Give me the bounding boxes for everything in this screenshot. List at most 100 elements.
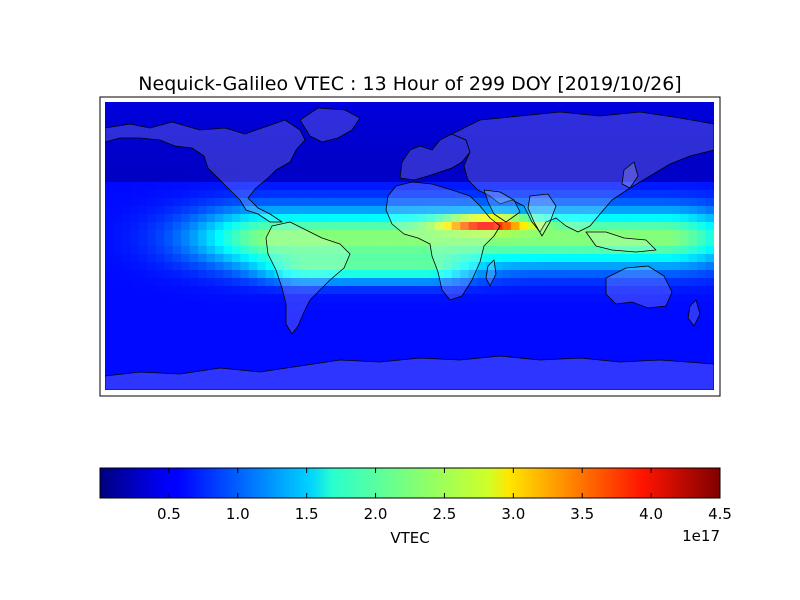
heat-cell — [637, 158, 647, 167]
heat-cell — [553, 126, 563, 135]
heat-cell — [460, 238, 470, 247]
heat-cell — [697, 166, 707, 175]
heat-cell — [113, 158, 123, 167]
heat-cell — [147, 230, 157, 239]
heat-cell — [417, 230, 428, 239]
heat-cell — [308, 286, 318, 295]
heat-cell — [570, 302, 580, 311]
heat-cell — [604, 102, 614, 111]
heat-cell — [511, 238, 521, 247]
heat-cell — [544, 310, 554, 319]
heat-cell — [138, 238, 148, 247]
heat-cell — [468, 206, 478, 215]
heat-cell — [536, 254, 546, 263]
heat-cell — [443, 174, 453, 183]
heat-cell — [561, 118, 571, 127]
heat-cell — [595, 110, 605, 119]
heat-cell — [629, 342, 639, 351]
heat-cell — [316, 302, 326, 311]
heat-cell — [570, 206, 580, 215]
heat-cell — [155, 350, 165, 359]
heat-cell — [620, 246, 631, 255]
heat-cell — [198, 286, 208, 295]
heat-cell — [637, 286, 647, 295]
heat-cell — [257, 342, 267, 351]
heat-cell — [181, 366, 191, 375]
heat-cell — [561, 182, 571, 191]
heat-cell — [485, 286, 495, 295]
heat-cell — [688, 118, 698, 127]
heat-cell — [172, 238, 182, 247]
heat-cell — [663, 374, 673, 383]
heat-cell — [265, 342, 275, 351]
heat-cell — [646, 374, 656, 383]
heat-cell — [646, 310, 656, 319]
heat-cell — [502, 230, 512, 239]
heat-cell — [671, 230, 681, 239]
heat-cell — [451, 254, 461, 263]
heat-cell — [358, 358, 368, 367]
heat-cell — [316, 262, 326, 271]
heat-cell — [494, 310, 504, 319]
heat-cell — [663, 310, 673, 319]
heat-cell — [536, 190, 546, 199]
heat-cell — [147, 142, 157, 151]
heat-cell — [595, 270, 605, 279]
heat-cell — [392, 286, 402, 295]
heat-cell — [282, 102, 292, 111]
heat-cell — [570, 214, 580, 223]
heat-cell — [257, 110, 267, 119]
heat-cell — [426, 294, 436, 303]
heat-cell — [536, 174, 546, 183]
heat-cell — [401, 342, 411, 351]
heat-cell — [155, 126, 165, 135]
heat-cell — [282, 310, 292, 319]
heat-cell — [587, 334, 597, 343]
heat-cell — [654, 254, 664, 263]
heat-cell — [282, 342, 292, 351]
heat-cell — [671, 150, 681, 159]
heat-cell — [198, 254, 208, 263]
heat-cell — [527, 334, 537, 343]
heat-cell — [155, 174, 165, 183]
heat-cell — [240, 342, 250, 351]
heat-cell — [451, 334, 461, 343]
heat-cell — [671, 358, 681, 367]
heat-cell — [688, 190, 698, 199]
heat-cell — [384, 318, 394, 327]
heat-cell — [248, 142, 258, 151]
heat-cell — [637, 110, 647, 119]
heat-cell — [620, 310, 631, 319]
heat-cell — [375, 174, 385, 183]
heat-cell — [121, 286, 131, 295]
heat-cell — [231, 190, 241, 199]
heat-cell — [155, 358, 165, 367]
heat-cell — [316, 270, 326, 279]
heat-cell — [688, 206, 698, 215]
heat-cell — [333, 270, 343, 279]
heat-cell — [527, 318, 537, 327]
heat-cell — [105, 310, 115, 319]
heat-cell — [164, 294, 174, 303]
heat-cell — [646, 222, 656, 231]
heat-cell — [358, 302, 368, 311]
heat-cell — [595, 198, 605, 207]
heat-cell — [206, 206, 216, 215]
heat-cell — [485, 302, 495, 311]
heat-cell — [502, 222, 512, 231]
heat-cell — [654, 142, 664, 151]
heat-cell — [341, 358, 351, 367]
heat-cell — [291, 350, 301, 359]
heat-cell — [536, 310, 546, 319]
heat-cell — [231, 174, 241, 183]
heat-cell — [671, 214, 681, 223]
heat-cell — [367, 238, 377, 247]
heat-cell — [663, 118, 673, 127]
heat-cell — [367, 230, 377, 239]
heat-cell — [206, 238, 216, 247]
heat-cell — [121, 230, 131, 239]
heat-cell — [291, 326, 301, 335]
heat-cell — [620, 358, 631, 367]
heat-cell — [333, 102, 343, 111]
heat-cell — [451, 342, 461, 351]
